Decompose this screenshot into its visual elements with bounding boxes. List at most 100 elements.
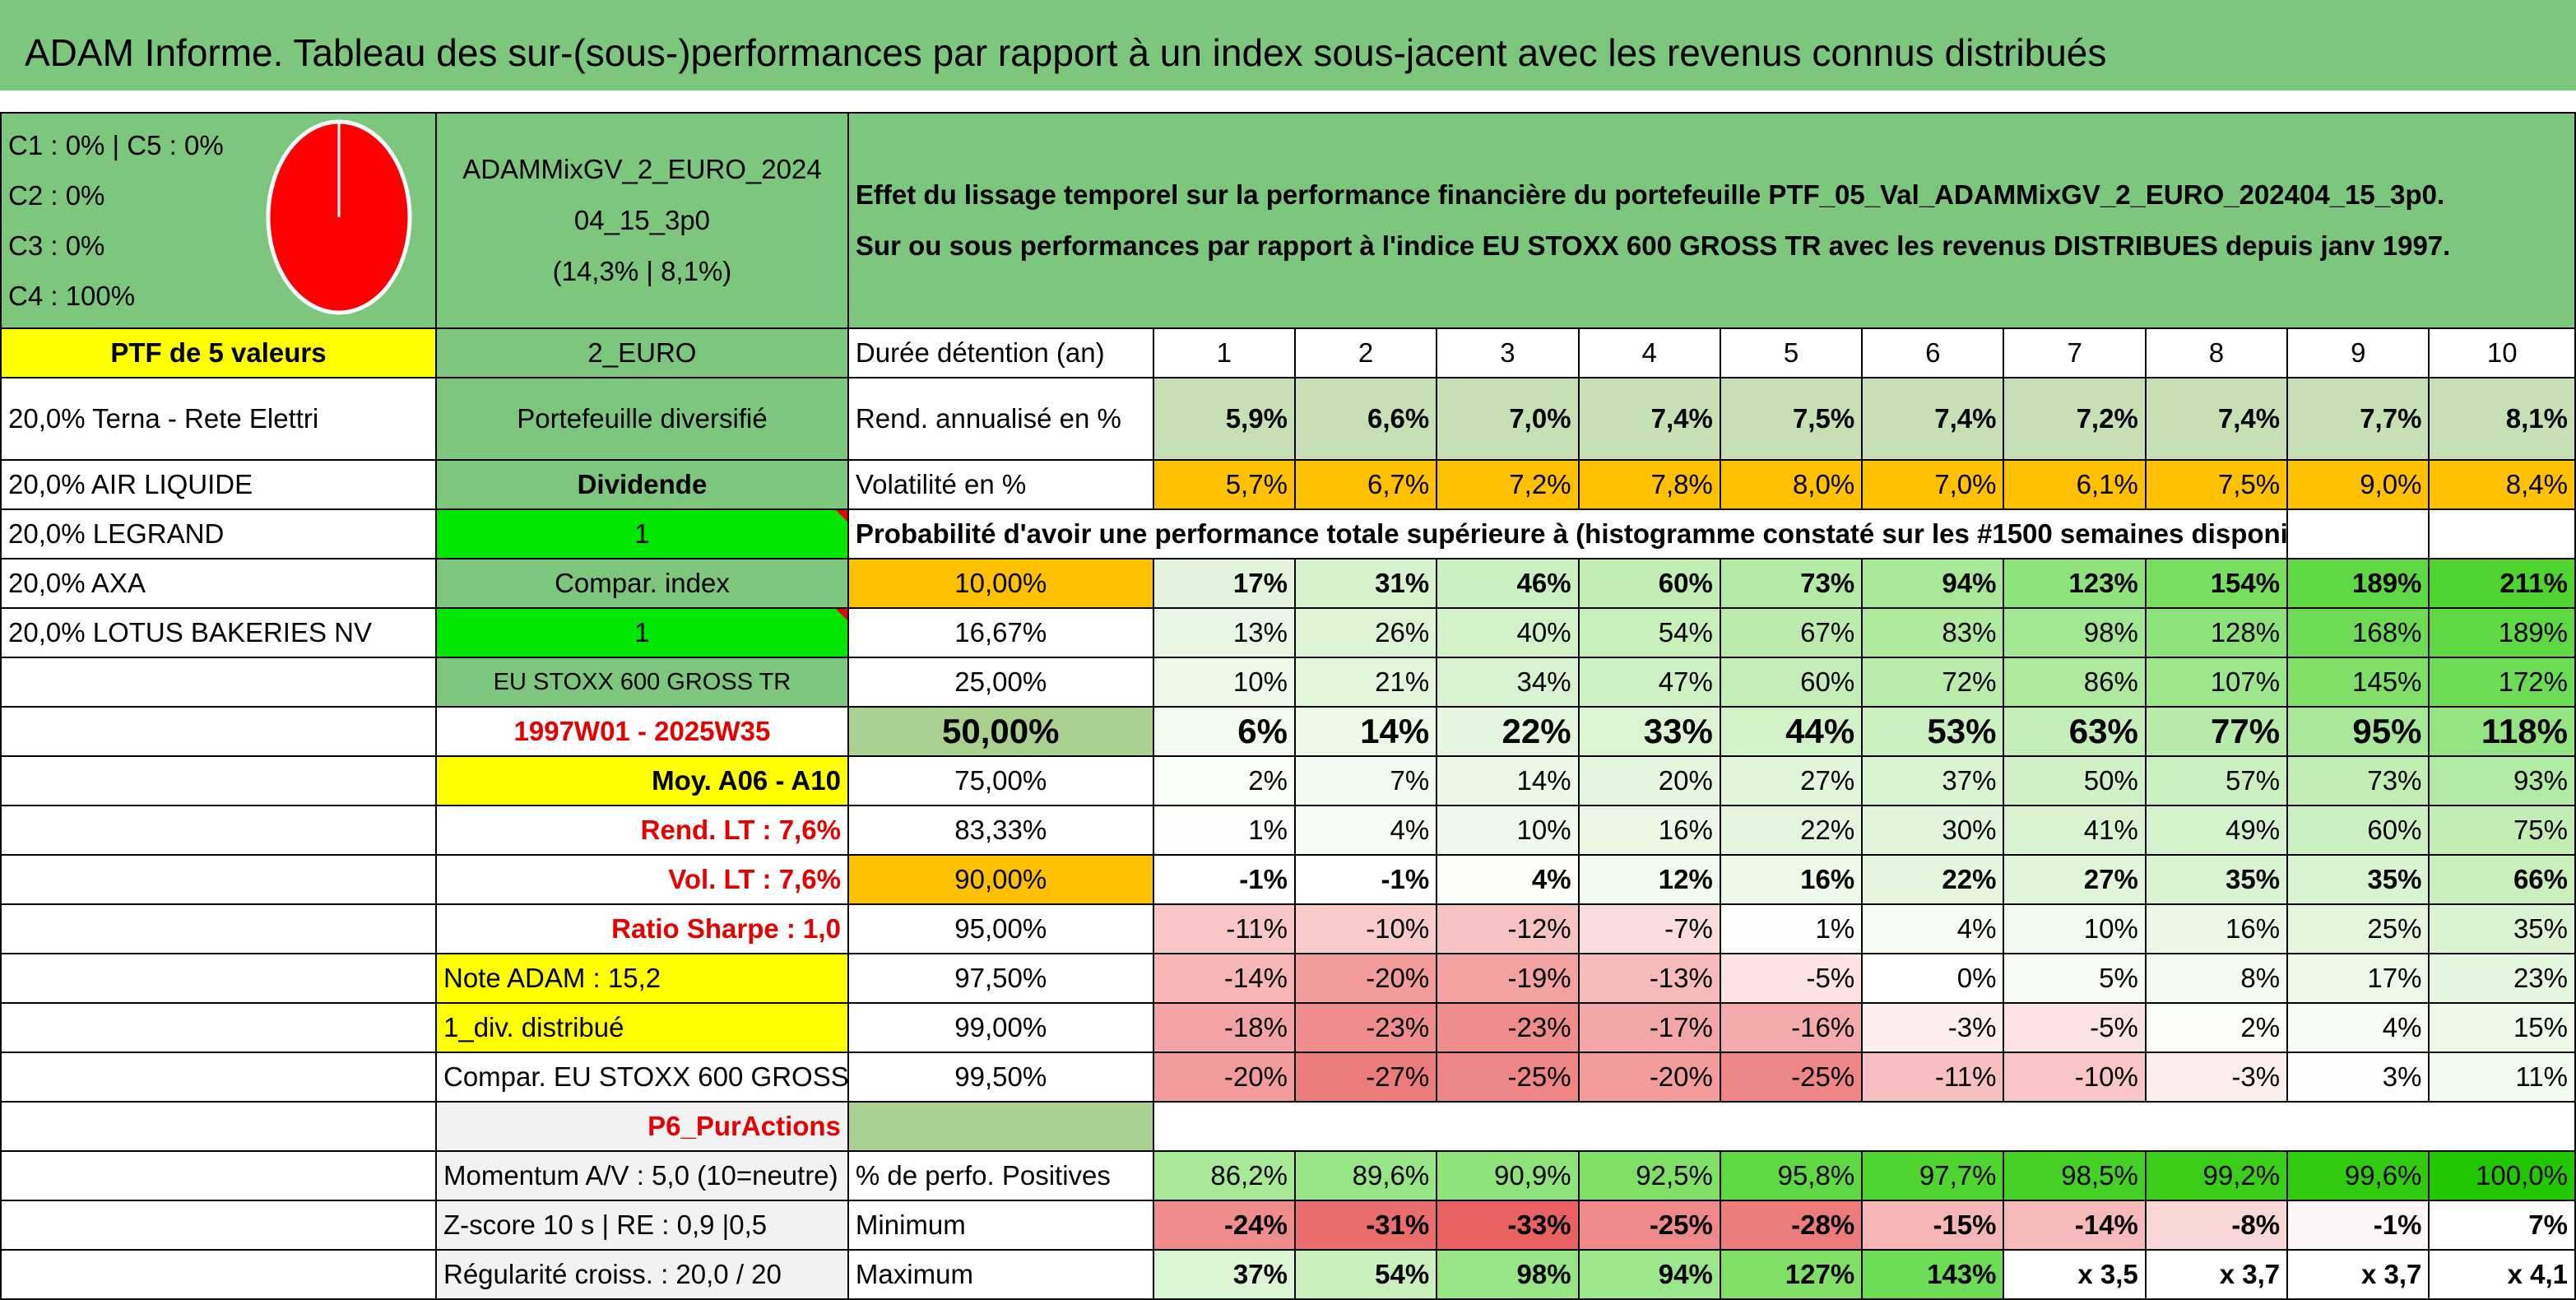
holding-3: 20,0% LEGRAND: [0, 508, 437, 559]
empty-cell: [0, 1052, 437, 1103]
prob-value: 72%: [1861, 657, 2005, 708]
prob-value: 123%: [2003, 558, 2147, 609]
prob-threshold: 25,00%: [847, 657, 1154, 708]
empty-cell: [0, 953, 437, 1004]
prob-value: -7%: [1577, 903, 1721, 954]
rend-value: 7,5%: [1719, 377, 1864, 461]
prob-value: -23%: [1436, 1002, 1580, 1053]
prob-value: -20%: [1293, 953, 1438, 1004]
empty-cell: [0, 1200, 437, 1251]
prob-value: 1%: [1719, 903, 1864, 954]
prob-threshold: 99,50%: [847, 1052, 1154, 1103]
positive-label: % de perfo. Positives: [847, 1150, 1154, 1201]
prob-threshold: 75,00%: [847, 755, 1154, 806]
minimum-value: 7%: [2428, 1200, 2576, 1251]
prob-value: -20%: [1152, 1052, 1296, 1103]
prob-value: 12%: [1577, 854, 1721, 905]
prob-value: 17%: [2286, 953, 2430, 1004]
vol-lt: Vol. LT : 7,6%: [434, 854, 849, 905]
prob-threshold: 90,00%: [847, 854, 1154, 905]
empty-cell: [0, 1249, 437, 1300]
prob-value: 25%: [2286, 903, 2430, 954]
maximum-value: x 3,5: [2003, 1249, 2147, 1300]
positive-value: 89,6%: [1293, 1150, 1438, 1201]
prob-value: 30%: [1861, 805, 2005, 856]
prob-value: 50%: [2003, 755, 2147, 806]
prob-value: 16%: [1719, 854, 1864, 905]
prob-value: 23%: [2428, 953, 2576, 1004]
rend-value: 6,6%: [1293, 377, 1438, 461]
empty-cell: [0, 657, 437, 708]
empty-cell: [847, 1101, 1154, 1152]
prob-value: -20%: [1577, 1052, 1721, 1103]
prob-value: 145%: [2286, 657, 2430, 708]
index-name: EU STOXX 600 GROSS TR: [434, 657, 849, 708]
prob-value: 60%: [2286, 805, 2430, 856]
vol-value: 7,2%: [1436, 459, 1580, 510]
prob-value: 211%: [2428, 558, 2576, 609]
allocation-pie-chart: [266, 119, 412, 315]
rend-value: 7,4%: [1577, 377, 1721, 461]
holding-5: 20,0% LOTUS BAKERIES NV: [0, 607, 437, 658]
positive-value: 97,7%: [1861, 1150, 2005, 1201]
positive-value: 99,2%: [2144, 1150, 2289, 1201]
portfolio-name-line1: ADAMMixGV_2_EURO_2024: [462, 154, 822, 184]
vol-value: 8,4%: [2428, 459, 2576, 510]
prob-value: 168%: [2286, 607, 2430, 658]
prob-value: 10%: [1436, 805, 1580, 856]
prob-value: -25%: [1436, 1052, 1580, 1103]
compar-label: Compar. index: [434, 558, 849, 609]
probability-label: Probabilité d'avoir une performance tota…: [847, 508, 2289, 559]
prob-value: -19%: [1436, 953, 1580, 1004]
prob-value: 15%: [2428, 1002, 2576, 1053]
report-title: ADAM Informe. Tableau des sur-(sous-)per…: [0, 0, 2576, 99]
maximum-value: x 3,7: [2144, 1249, 2289, 1300]
maximum-label: Maximum: [847, 1249, 1154, 1300]
prob-threshold: 83,33%: [847, 805, 1154, 856]
period: 1997W01 - 2025W35: [434, 706, 849, 757]
prob-value: 2%: [1152, 755, 1296, 806]
prob-value: 172%: [2428, 657, 2576, 708]
prob-value: -18%: [1152, 1002, 1296, 1053]
year-header: 3: [1436, 327, 1580, 378]
allocation-cell: C1 : 0% | C5 : 0% C2 : 0% C3 : 0% C4 : 1…: [0, 112, 437, 329]
minimum-value: -14%: [2003, 1200, 2147, 1251]
prob-value: 66%: [2428, 854, 2576, 905]
empty-cell: [0, 755, 437, 806]
prob-value: 14%: [1436, 755, 1580, 806]
prob-value: -5%: [1719, 953, 1864, 1004]
prob-value: -3%: [2144, 1052, 2289, 1103]
vol-value: 7,0%: [1861, 459, 2005, 510]
prob-threshold: 10,00%: [847, 558, 1154, 609]
prob-value: -25%: [1719, 1052, 1864, 1103]
prob-value: 107%: [2144, 657, 2289, 708]
vol-value: 5,7%: [1152, 459, 1296, 510]
prob-value: 77%: [2144, 706, 2289, 757]
positive-value: 92,5%: [1577, 1150, 1721, 1201]
portfolio-name-cell: ADAMMixGV_2_EURO_2024 04_15_3p0 (14,3% |…: [434, 112, 849, 329]
maximum-value: 127%: [1719, 1249, 1864, 1300]
year-header: 4: [1577, 327, 1721, 378]
prob-threshold: 95,00%: [847, 903, 1154, 954]
rend-value: 7,0%: [1436, 377, 1580, 461]
prob-value: 5%: [2003, 953, 2147, 1004]
prob-value: 8%: [2144, 953, 2289, 1004]
rend-value: 7,4%: [2144, 377, 2289, 461]
positive-value: 100,0%: [2428, 1150, 2576, 1201]
prob-value: -16%: [1719, 1002, 1864, 1053]
prob-value: 154%: [2144, 558, 2289, 609]
minimum-value: -8%: [2144, 1200, 2289, 1251]
empty-cell: [2428, 508, 2576, 559]
minimum-value: -33%: [1436, 1200, 1580, 1251]
prob-threshold: 16,67%: [847, 607, 1154, 658]
prob-value: 67%: [1719, 607, 1864, 658]
portfolio-type: Portefeuille diversifié: [434, 377, 849, 461]
prob-value: 57%: [2144, 755, 2289, 806]
prob-value: 40%: [1436, 607, 1580, 658]
category: P6_PurActions: [434, 1101, 849, 1152]
prob-value: 4%: [1436, 854, 1580, 905]
maximum-value: 143%: [1861, 1249, 2005, 1300]
prob-value: 93%: [2428, 755, 2576, 806]
prob-value: 46%: [1436, 558, 1580, 609]
compar-value: 1: [434, 607, 849, 658]
